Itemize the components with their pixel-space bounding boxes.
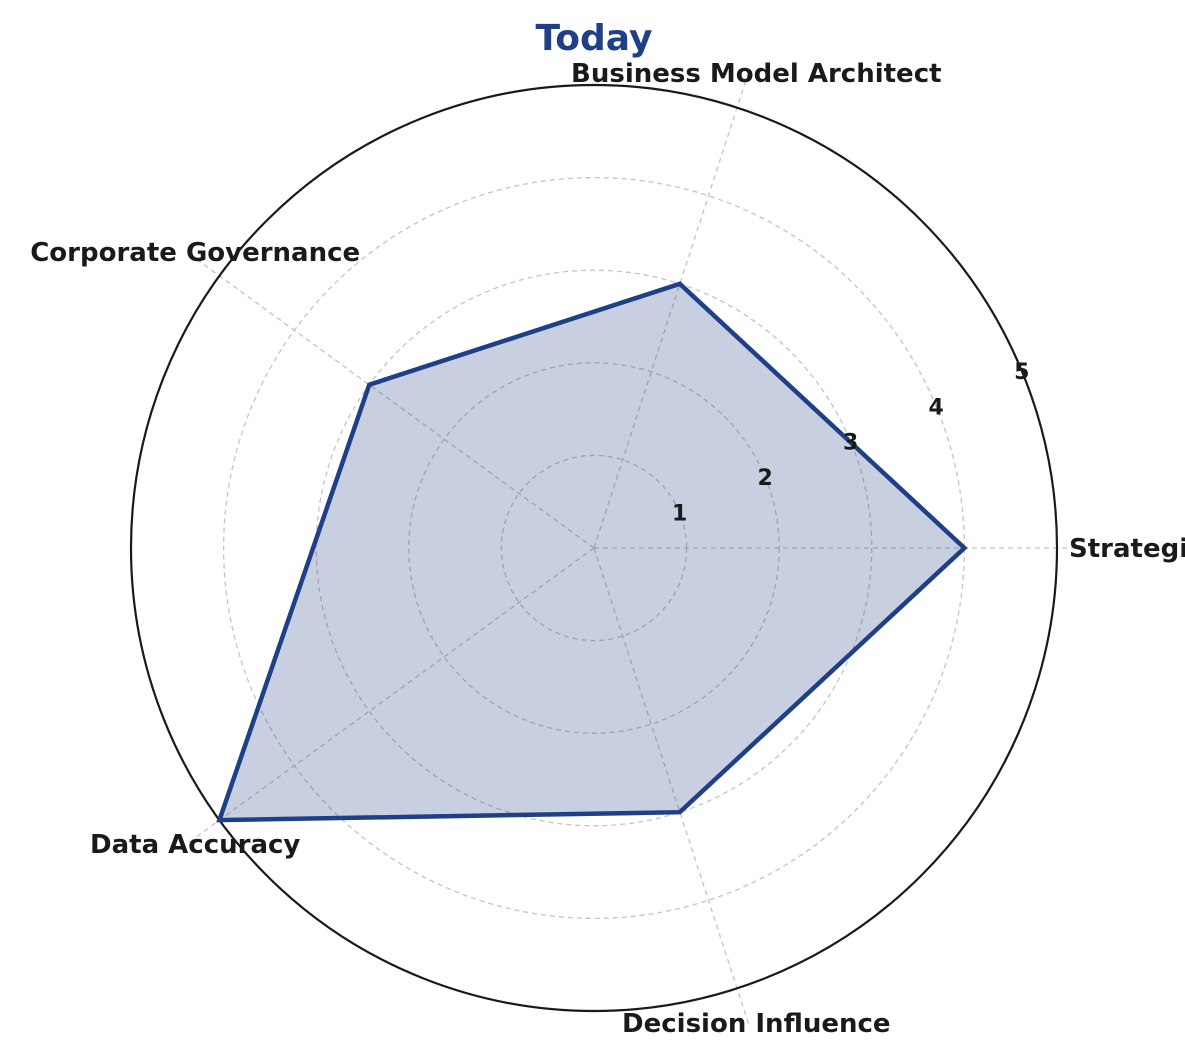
axis-label-5: Decision Influence xyxy=(622,1009,891,1039)
spoke-4 xyxy=(188,547,595,844)
r-tick-label-3: 3 xyxy=(843,431,858,456)
series-area-1 xyxy=(216,281,968,823)
axis-label-4: Data Accuracy xyxy=(90,830,300,860)
r-tick-label-2: 2 xyxy=(757,466,772,491)
axis-labels: Strategist Business Model Architect Corpor… xyxy=(30,59,1185,1039)
grid-ring-3 xyxy=(315,269,873,827)
axis-label-3: Corporate Governance xyxy=(30,238,360,268)
series-layer xyxy=(216,281,968,823)
spoke-2 xyxy=(593,71,750,549)
radial-tick-labels: 1 2 3 4 5 xyxy=(672,360,1030,527)
spoke-3 xyxy=(188,252,595,549)
r-tick-label-4: 4 xyxy=(929,395,944,420)
axis-label-2: Business Model Architect xyxy=(571,59,942,89)
r-tick-label-5: 5 xyxy=(1014,360,1029,385)
axis-label-1: Strategist xyxy=(1069,534,1185,564)
spoke-5 xyxy=(593,547,750,1025)
chart-title: Today xyxy=(536,18,653,59)
r-tick-label-1: 1 xyxy=(672,502,687,527)
grid-ring-2 xyxy=(408,362,780,734)
outer-ring xyxy=(129,83,1059,1013)
